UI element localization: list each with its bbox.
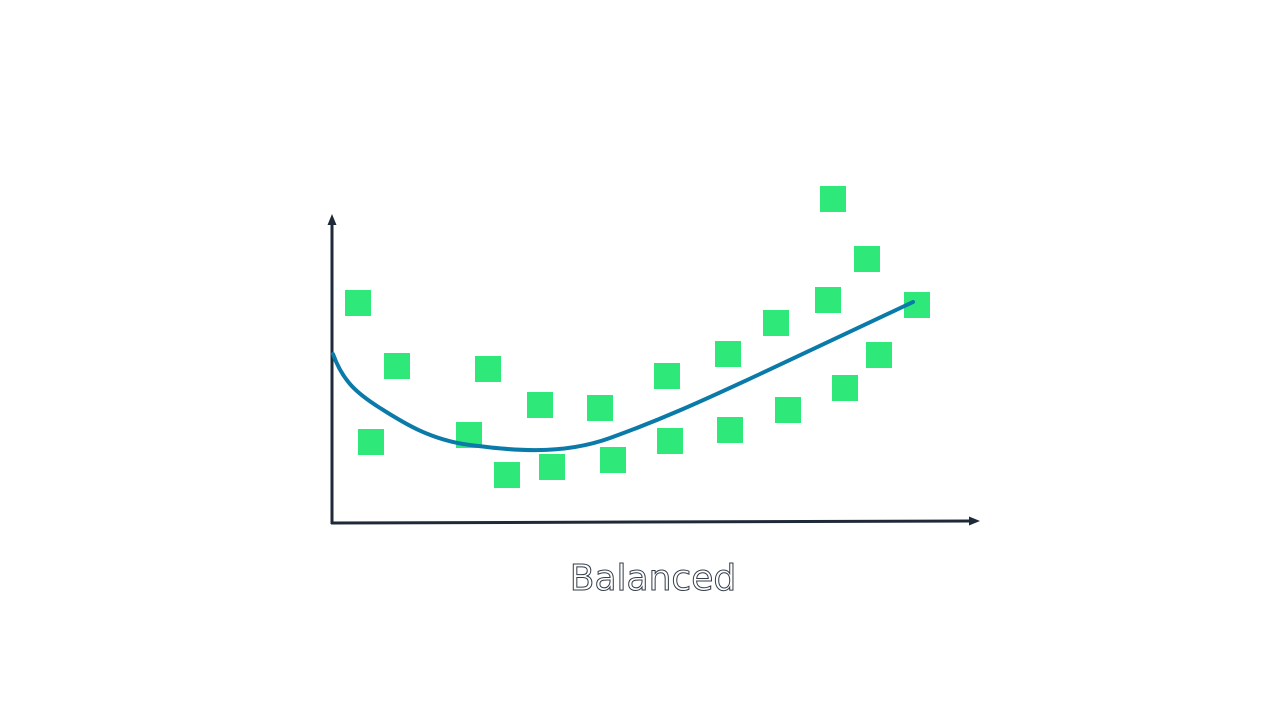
- point: [654, 363, 680, 389]
- point: [820, 186, 846, 212]
- point: [527, 392, 553, 418]
- point: [494, 462, 520, 488]
- point: [715, 341, 741, 367]
- point: [775, 397, 801, 423]
- point: [717, 417, 743, 443]
- x-axis: [330, 519, 973, 525]
- point: [539, 454, 565, 480]
- x-axis-arrow: [969, 516, 980, 526]
- y-axis-arrow: [327, 214, 337, 225]
- point: [657, 428, 683, 454]
- axes: [327, 214, 980, 526]
- point: [345, 290, 371, 316]
- fit-curve: [331, 300, 915, 453]
- point: [475, 356, 501, 382]
- point: [384, 353, 410, 379]
- point: [763, 310, 789, 336]
- point: [832, 375, 858, 401]
- point: [600, 447, 626, 473]
- point: [866, 342, 892, 368]
- point: [815, 287, 841, 313]
- point: [854, 246, 880, 272]
- point: [587, 395, 613, 421]
- point: [358, 429, 384, 455]
- caption: Balanced: [570, 558, 736, 599]
